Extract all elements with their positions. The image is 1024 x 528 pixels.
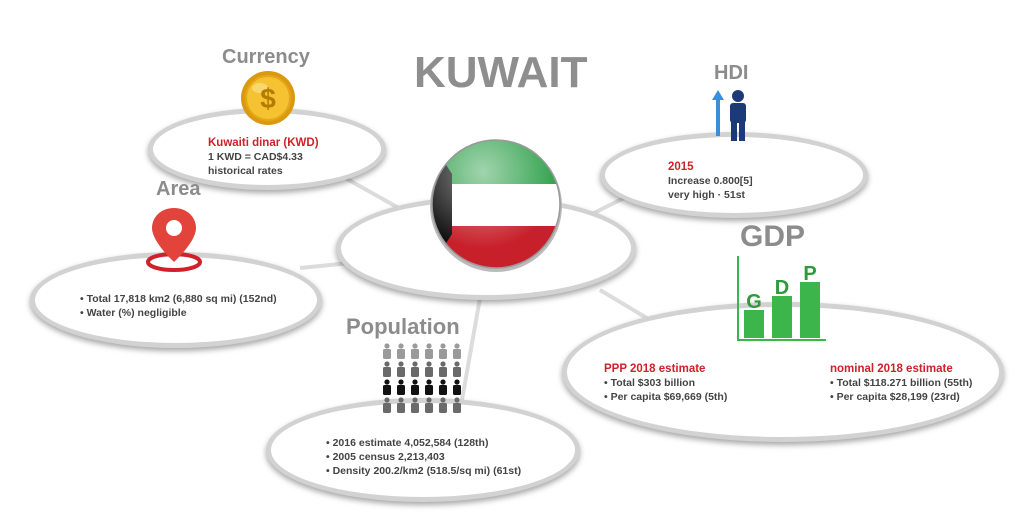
gdp-icon-letter: D [775, 277, 789, 299]
gdp-ppp-text: PPP 2018 estimate • Total $303 billion •… [604, 362, 727, 404]
hdi-text: 2015 Increase 0.800[5] very high · 51st [668, 160, 753, 202]
area-item: • Water (%) negligible [80, 307, 187, 319]
population-heading: Population [346, 314, 460, 339]
gdp-nominal-item: • Total $118.271 billion (55th) [830, 377, 973, 389]
hdi-heading: HDI [714, 62, 749, 84]
svg-text:$: $ [260, 83, 276, 114]
gdp-heading: GDP [740, 220, 806, 253]
population-ellipse [266, 398, 580, 502]
people-grid-icon [383, 343, 461, 413]
page-title: KUWAIT [414, 48, 588, 97]
dollar-coin-icon: $ [241, 71, 295, 125]
currency-heading: Currency [222, 46, 310, 68]
gdp-nominal-text: nominal 2018 estimate • Total $118.271 b… [830, 362, 972, 404]
currency-note: historical rates [208, 165, 283, 177]
person-arrow-up-icon [712, 90, 746, 141]
map-pin-icon [146, 208, 202, 272]
currency-rate: 1 KWD = CAD$4.33 [208, 151, 303, 163]
currency-text: Kuwaiti dinar (KWD) 1 KWD = CAD$4.33 his… [208, 136, 319, 178]
gdp-ppp-title: PPP 2018 estimate [604, 363, 706, 375]
gdp-bar-icon: G D P [737, 256, 826, 341]
population-item: • 2016 estimate 4,052,584 (128th) [326, 437, 489, 449]
hdi-year: 2015 [668, 161, 694, 173]
gdp-ppp-item: • Total $303 billion [604, 377, 695, 389]
currency-name: Kuwaiti dinar (KWD) [208, 137, 319, 149]
area-heading: Area [156, 178, 201, 200]
gdp-nominal-item: • Per capita $28,199 (23rd) [830, 391, 960, 403]
area-text: • Total 17,818 km2 (6,880 sq mi) (152nd)… [80, 292, 277, 320]
kuwait-flag-orb-icon [430, 139, 562, 272]
area-item: • Total 17,818 km2 (6,880 sq mi) (152nd) [80, 293, 277, 305]
gdp-icon-letter: P [803, 263, 816, 285]
gdp-nominal-title: nominal 2018 estimate [830, 363, 953, 375]
population-text: • 2016 estimate 4,052,584 (128th) • 2005… [326, 436, 521, 478]
gdp-icon-letter: G [746, 291, 762, 313]
population-item: • 2005 census 2,213,403 [326, 451, 445, 463]
population-item: • Density 200.2/km2 (518.5/sq mi) (61st) [326, 465, 522, 477]
hdi-rank: very high · 51st [668, 189, 746, 201]
hdi-value: Increase 0.800[5] [668, 175, 753, 187]
gdp-ppp-item: • Per capita $69,669 (5th) [604, 391, 728, 403]
